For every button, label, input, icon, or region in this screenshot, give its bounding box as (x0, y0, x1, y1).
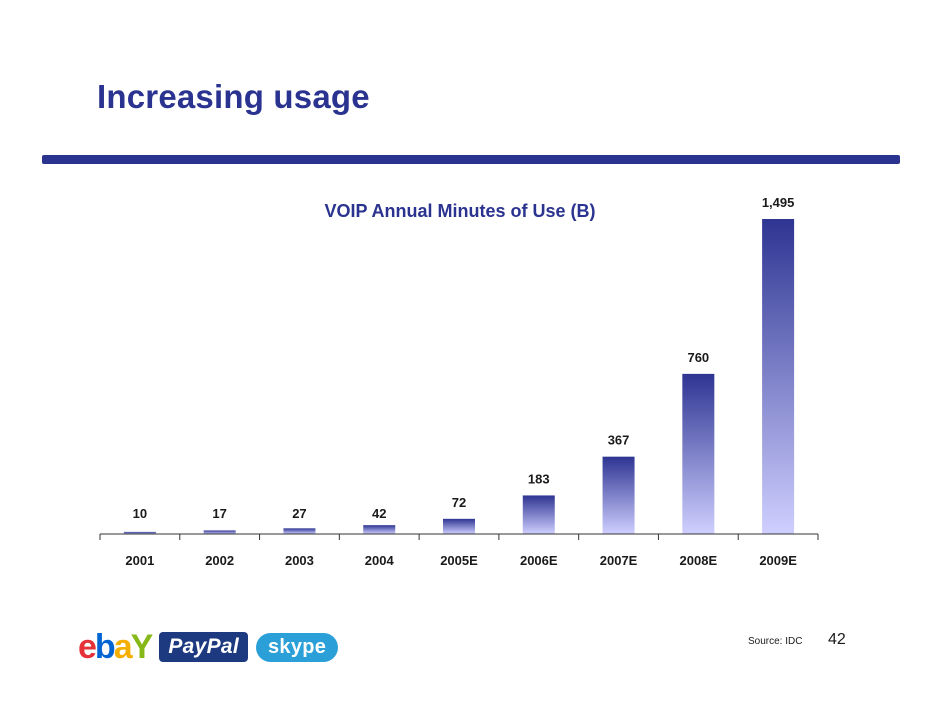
data-label-2003: 27 (292, 506, 306, 521)
paypal-logo: PayPal (159, 632, 248, 662)
tick-label-2003: 2003 (285, 553, 314, 568)
data-label-2001: 10 (133, 506, 147, 521)
tick-label-2009E: 2009E (759, 553, 797, 568)
x-axis: 2001 2002 2003 2004 2005E 2006E 2007E 2008E 2009… (99, 533, 819, 568)
tick-label-2004: 2004 (365, 553, 395, 568)
tick-label-2007E: 2007E (600, 553, 638, 568)
data-label-2008E: 760 (687, 350, 709, 365)
tick-label-2001: 2001 (125, 553, 154, 568)
slide-title: Increasing usage (97, 78, 370, 115)
data-label-2002: 17 (212, 506, 226, 521)
tick-label-2006E: 2006E (520, 553, 558, 568)
chart-bars: 10 17 27 42 72 183 367 760 1,495 (123, 195, 795, 534)
tick-label-2002: 2002 (205, 553, 234, 568)
bar-2007E (602, 456, 635, 534)
page-number: 42 (828, 631, 846, 648)
source-note: Source: IDC (748, 636, 803, 647)
bar-2004 (363, 525, 396, 534)
bar-2001 (123, 531, 156, 534)
bar-2006E (522, 495, 555, 534)
bar-2009E (762, 219, 795, 534)
data-label-2009E: 1,495 (762, 195, 795, 210)
tick-label-2005E: 2005E (440, 553, 478, 568)
bar-2002 (203, 530, 236, 534)
data-label-2007E: 367 (608, 433, 630, 448)
chart-title: VOIP Annual Minutes of Use (B) (324, 201, 595, 221)
skype-logo: skype (256, 632, 339, 662)
bar-2005E (443, 518, 475, 534)
data-label-2004: 42 (372, 506, 386, 521)
ebay-logo: ebaY (78, 628, 153, 666)
brand-logos: ebaY PayPal skype (78, 628, 339, 666)
bar-2003 (283, 528, 316, 534)
tick-label-2008E: 2008E (680, 553, 718, 568)
data-label-2006E: 183 (528, 471, 550, 486)
title-rule (42, 155, 900, 164)
data-label-2005E: 72 (452, 495, 466, 510)
bar-2008E (682, 373, 715, 534)
